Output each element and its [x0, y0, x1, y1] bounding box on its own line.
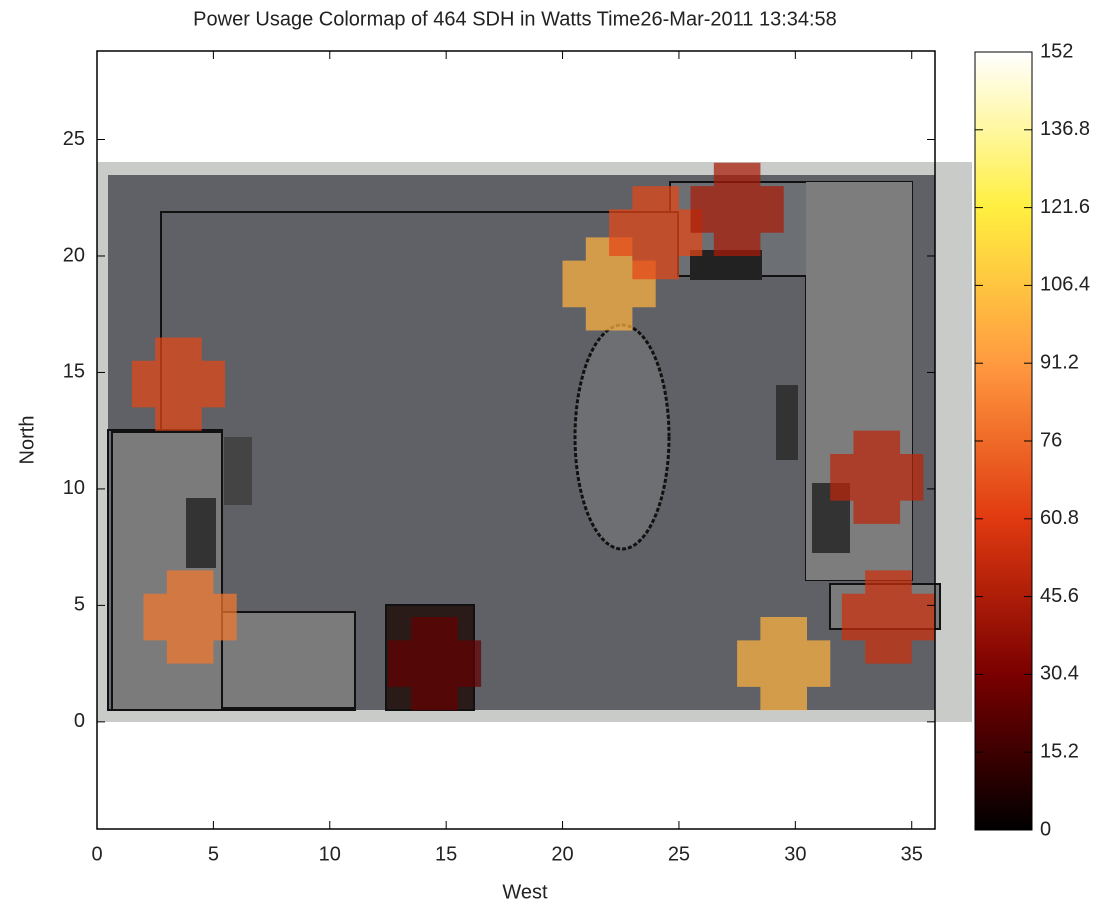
x-tick-label: 0 [91, 843, 102, 865]
heat-patch [143, 570, 237, 664]
x-tick-label: 15 [435, 843, 457, 865]
heat-patch [131, 337, 226, 431]
x-tick-label: 5 [208, 843, 219, 865]
y-axis-label: North [16, 416, 38, 465]
y-tick-label: 20 [63, 244, 85, 266]
heat-patch [690, 162, 784, 256]
y-tick-label: 15 [63, 361, 85, 383]
heat-patch [841, 570, 935, 664]
chart-title: Power Usage Colormap of 464 SDH in Watts… [193, 8, 837, 30]
colorbar-tick-label: 106.4 [1040, 274, 1090, 296]
colorbar-tick-label: 121.6 [1040, 196, 1090, 218]
colorbar-tick-label: 45.6 [1040, 585, 1079, 607]
floor-plan [97, 162, 972, 722]
x-tick-label: 25 [668, 843, 690, 865]
x-tick-label: 30 [784, 843, 806, 865]
y-tick-label: 0 [74, 710, 85, 732]
colorbar-tick-label: 0 [1040, 818, 1051, 840]
colorbar-tick-label: 15.2 [1040, 740, 1079, 762]
colorbar [974, 51, 1033, 831]
heat-patch [609, 186, 703, 280]
colorbar-tick-label: 60.8 [1040, 507, 1079, 529]
y-tick-label: 25 [63, 128, 85, 150]
heat-patch [737, 617, 831, 711]
colorbar-tick-label: 30.4 [1040, 663, 1079, 685]
x-tick-label: 35 [901, 843, 923, 865]
colorbar-tick-label: 136.8 [1040, 118, 1090, 140]
plot-frame [96, 50, 936, 830]
x-tick-label: 20 [551, 843, 573, 865]
y-tick-label: 10 [63, 477, 85, 499]
colorbar-tick-label: 152 [1040, 40, 1073, 62]
heat-patch [830, 430, 924, 524]
colorbar-tick-label: 76 [1040, 429, 1062, 451]
colorbar-tick-label: 91.2 [1040, 351, 1079, 373]
y-tick-label: 5 [74, 594, 85, 616]
x-tick-label: 10 [319, 843, 341, 865]
heat-patch [387, 617, 482, 711]
x-axis-label: West [502, 881, 548, 903]
